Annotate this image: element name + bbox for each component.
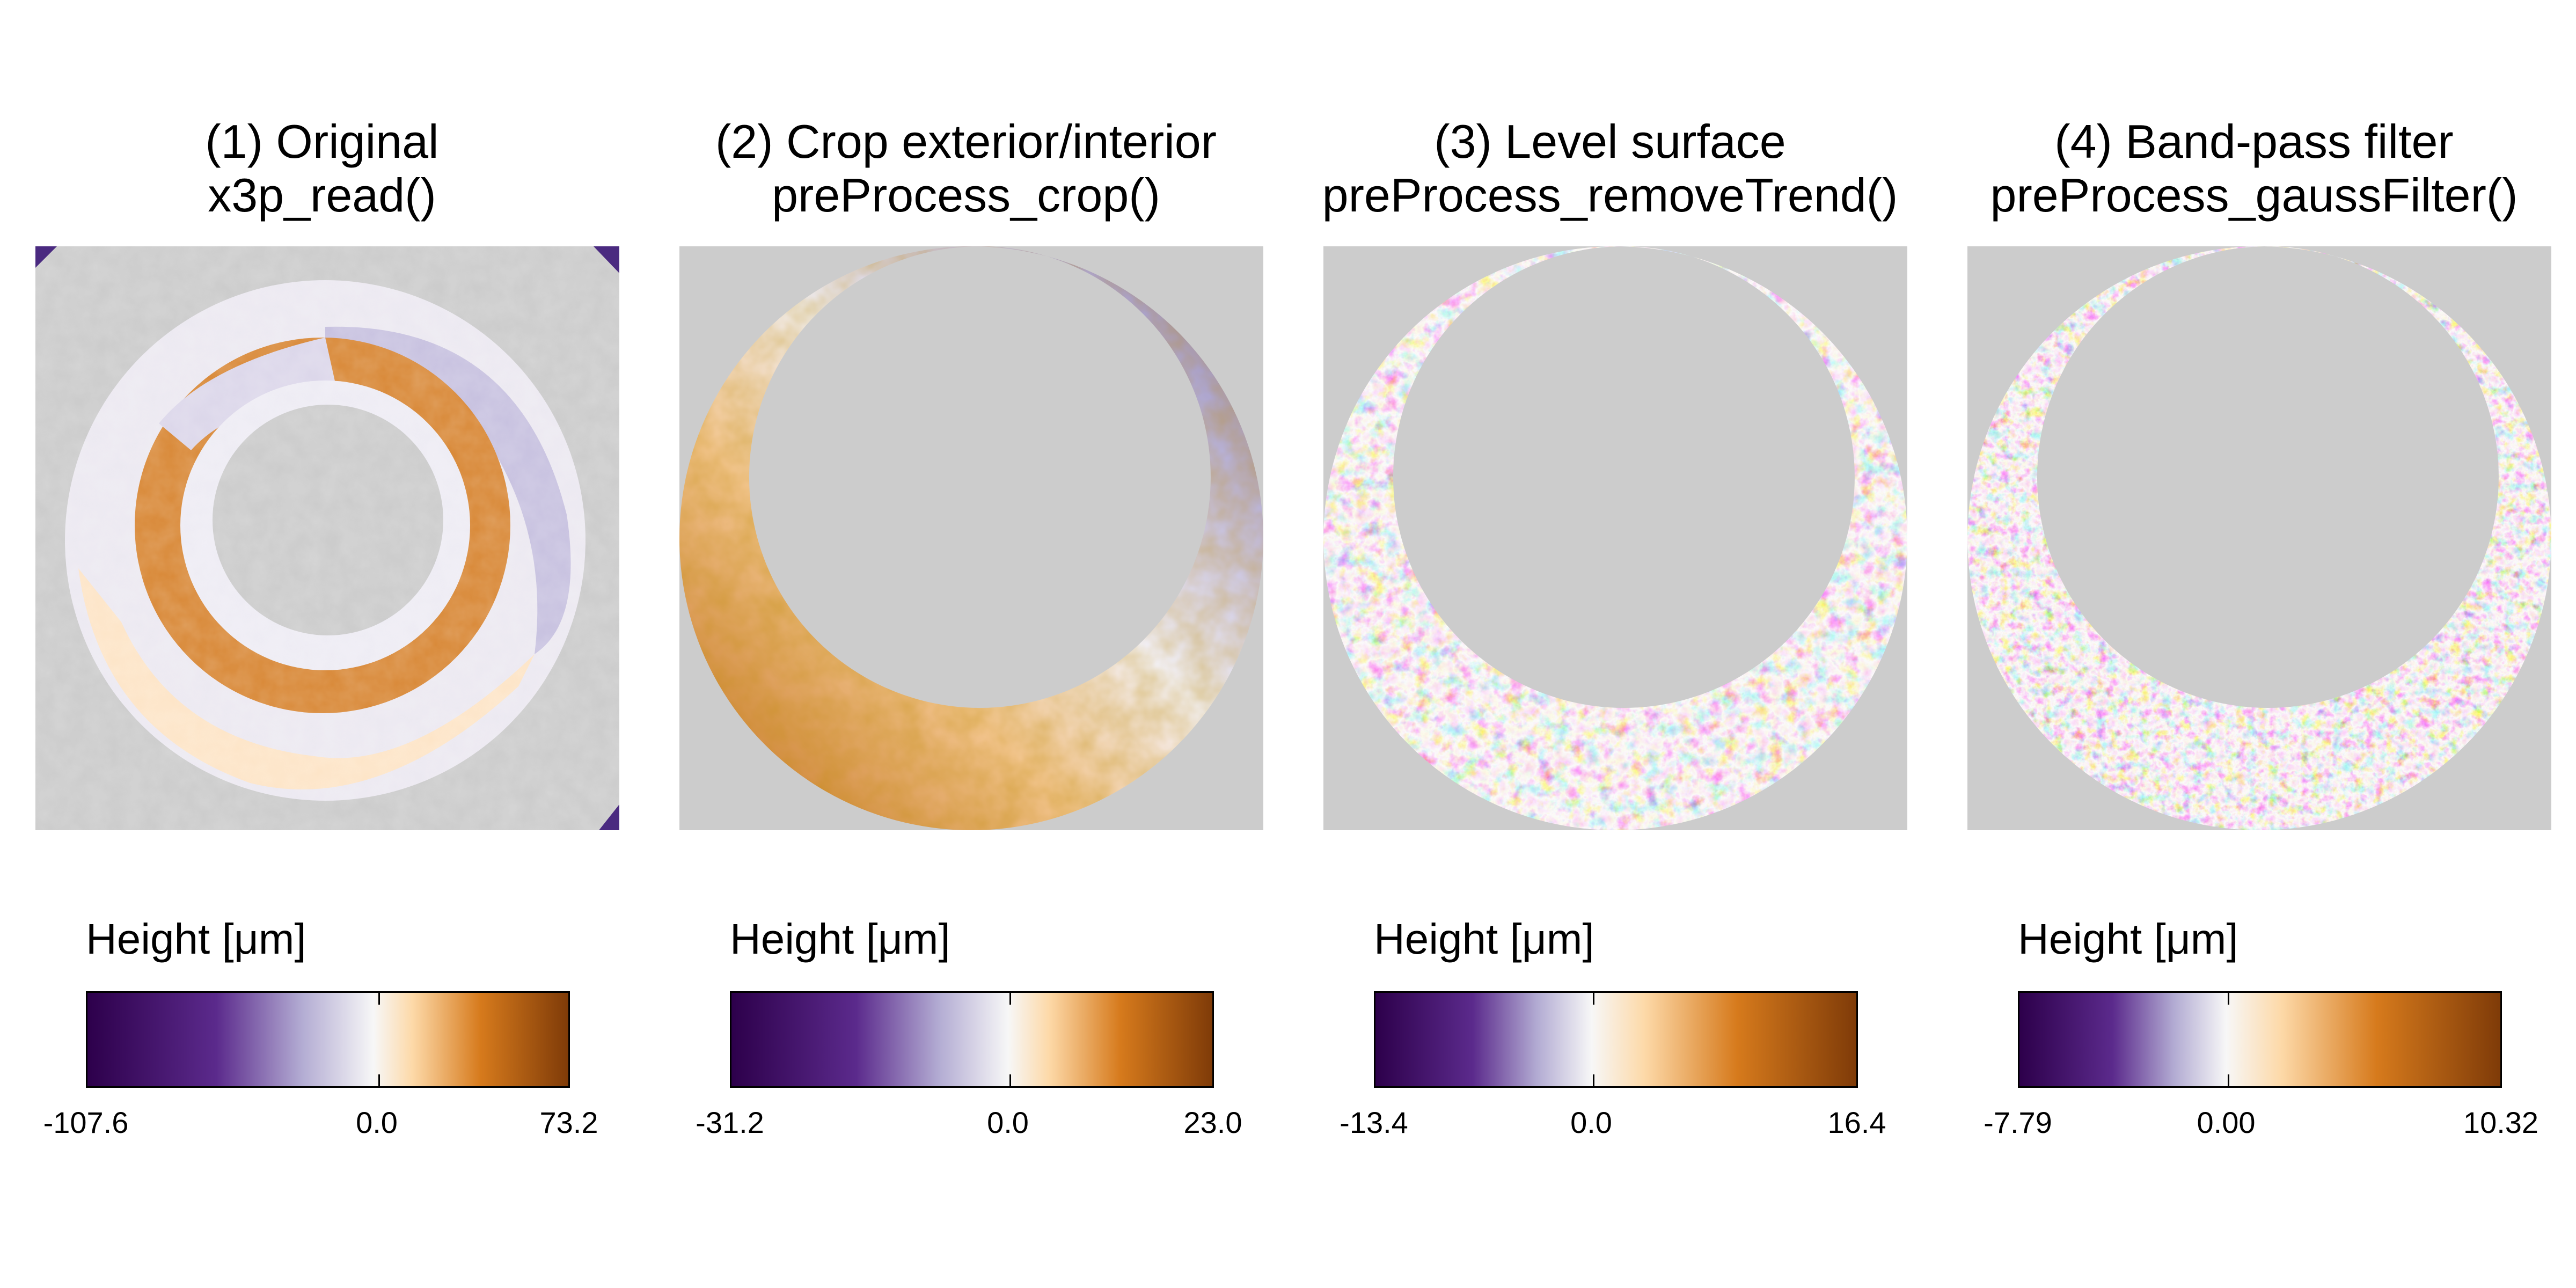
colorbar-tick: [378, 1074, 380, 1086]
surface-plot: [679, 246, 1263, 830]
subtitle-text: x3p_read(): [208, 169, 436, 222]
colorbar-min-label: -7.79: [1984, 1106, 2052, 1139]
colorbar-min-label: -31.2: [696, 1106, 764, 1139]
title-text: (1) Original: [205, 115, 439, 168]
legend-title: Height [μm]: [1374, 915, 1594, 963]
colorbar-tick: [2228, 1074, 2229, 1086]
colorbar: [730, 991, 1214, 1088]
subtitle-text: preProcess_crop(): [772, 169, 1160, 222]
colorbar-mid-label: 0.0: [356, 1106, 398, 1139]
title-text: (2) Crop exterior/interior: [715, 115, 1217, 168]
panel-3: (3) Level surface preProcess_removeTrend…: [1288, 0, 1932, 1288]
legend-title: Height [μm]: [730, 915, 950, 963]
colorbar-min-label: -13.4: [1340, 1106, 1408, 1139]
title-text: (4) Band-pass filter: [2054, 115, 2454, 168]
texture: [35, 246, 619, 830]
colorbar-tick: [1009, 1074, 1011, 1086]
panel-title: (3) Level surface preProcess_removeTrend…: [1288, 115, 1932, 222]
colorbar-tick: [1009, 993, 1011, 1005]
colorbar-mid-label: 0.0: [987, 1106, 1029, 1139]
colorbar-tick: [378, 993, 380, 1005]
corner-patch: [599, 804, 619, 830]
panel-title: (4) Band-pass filter preProcess_gaussFil…: [1932, 115, 2576, 222]
title-text: (3) Level surface: [1434, 115, 1786, 168]
colorbar-tick: [1593, 1074, 1594, 1086]
colorbar-max-label: 23.0: [1183, 1106, 1242, 1139]
surface-plot: [1323, 246, 1907, 830]
legend-title: Height [μm]: [86, 915, 306, 963]
colorbar-tick: [2228, 993, 2229, 1005]
surface-plot: [1967, 246, 2551, 830]
panel-title: (1) Original x3p_read(): [0, 115, 644, 222]
subtitle-text: preProcess_gaussFilter(): [1990, 169, 2518, 222]
corner-patch: [35, 246, 57, 268]
colorbar-min-label: -107.6: [43, 1106, 129, 1139]
colorbar: [86, 991, 570, 1088]
colorbar-max-label: 10.32: [2463, 1106, 2539, 1139]
colorbar: [2018, 991, 2502, 1088]
colorbar-mid-label: 0.00: [2197, 1106, 2256, 1139]
subtitle-text: preProcess_removeTrend(): [1322, 169, 1898, 222]
colorbar-tick: [1593, 993, 1594, 1005]
surface-plot: [35, 246, 619, 830]
panel-title: (2) Crop exterior/interior preProcess_cr…: [644, 115, 1288, 222]
colorbar-max-label: 73.2: [539, 1106, 598, 1139]
corner-patch: [594, 246, 619, 273]
panel-2: (2) Crop exterior/interior preProcess_cr…: [644, 0, 1288, 1288]
colorbar-max-label: 16.4: [1827, 1106, 1886, 1139]
legend-title: Height [μm]: [2018, 915, 2238, 963]
panel-4: (4) Band-pass filter preProcess_gaussFil…: [1932, 0, 2576, 1288]
colorbar-mid-label: 0.0: [1570, 1106, 1612, 1139]
colorbar: [1374, 991, 1858, 1088]
panel-1: (1) Original x3p_read() Height [μm]: [0, 0, 644, 1288]
